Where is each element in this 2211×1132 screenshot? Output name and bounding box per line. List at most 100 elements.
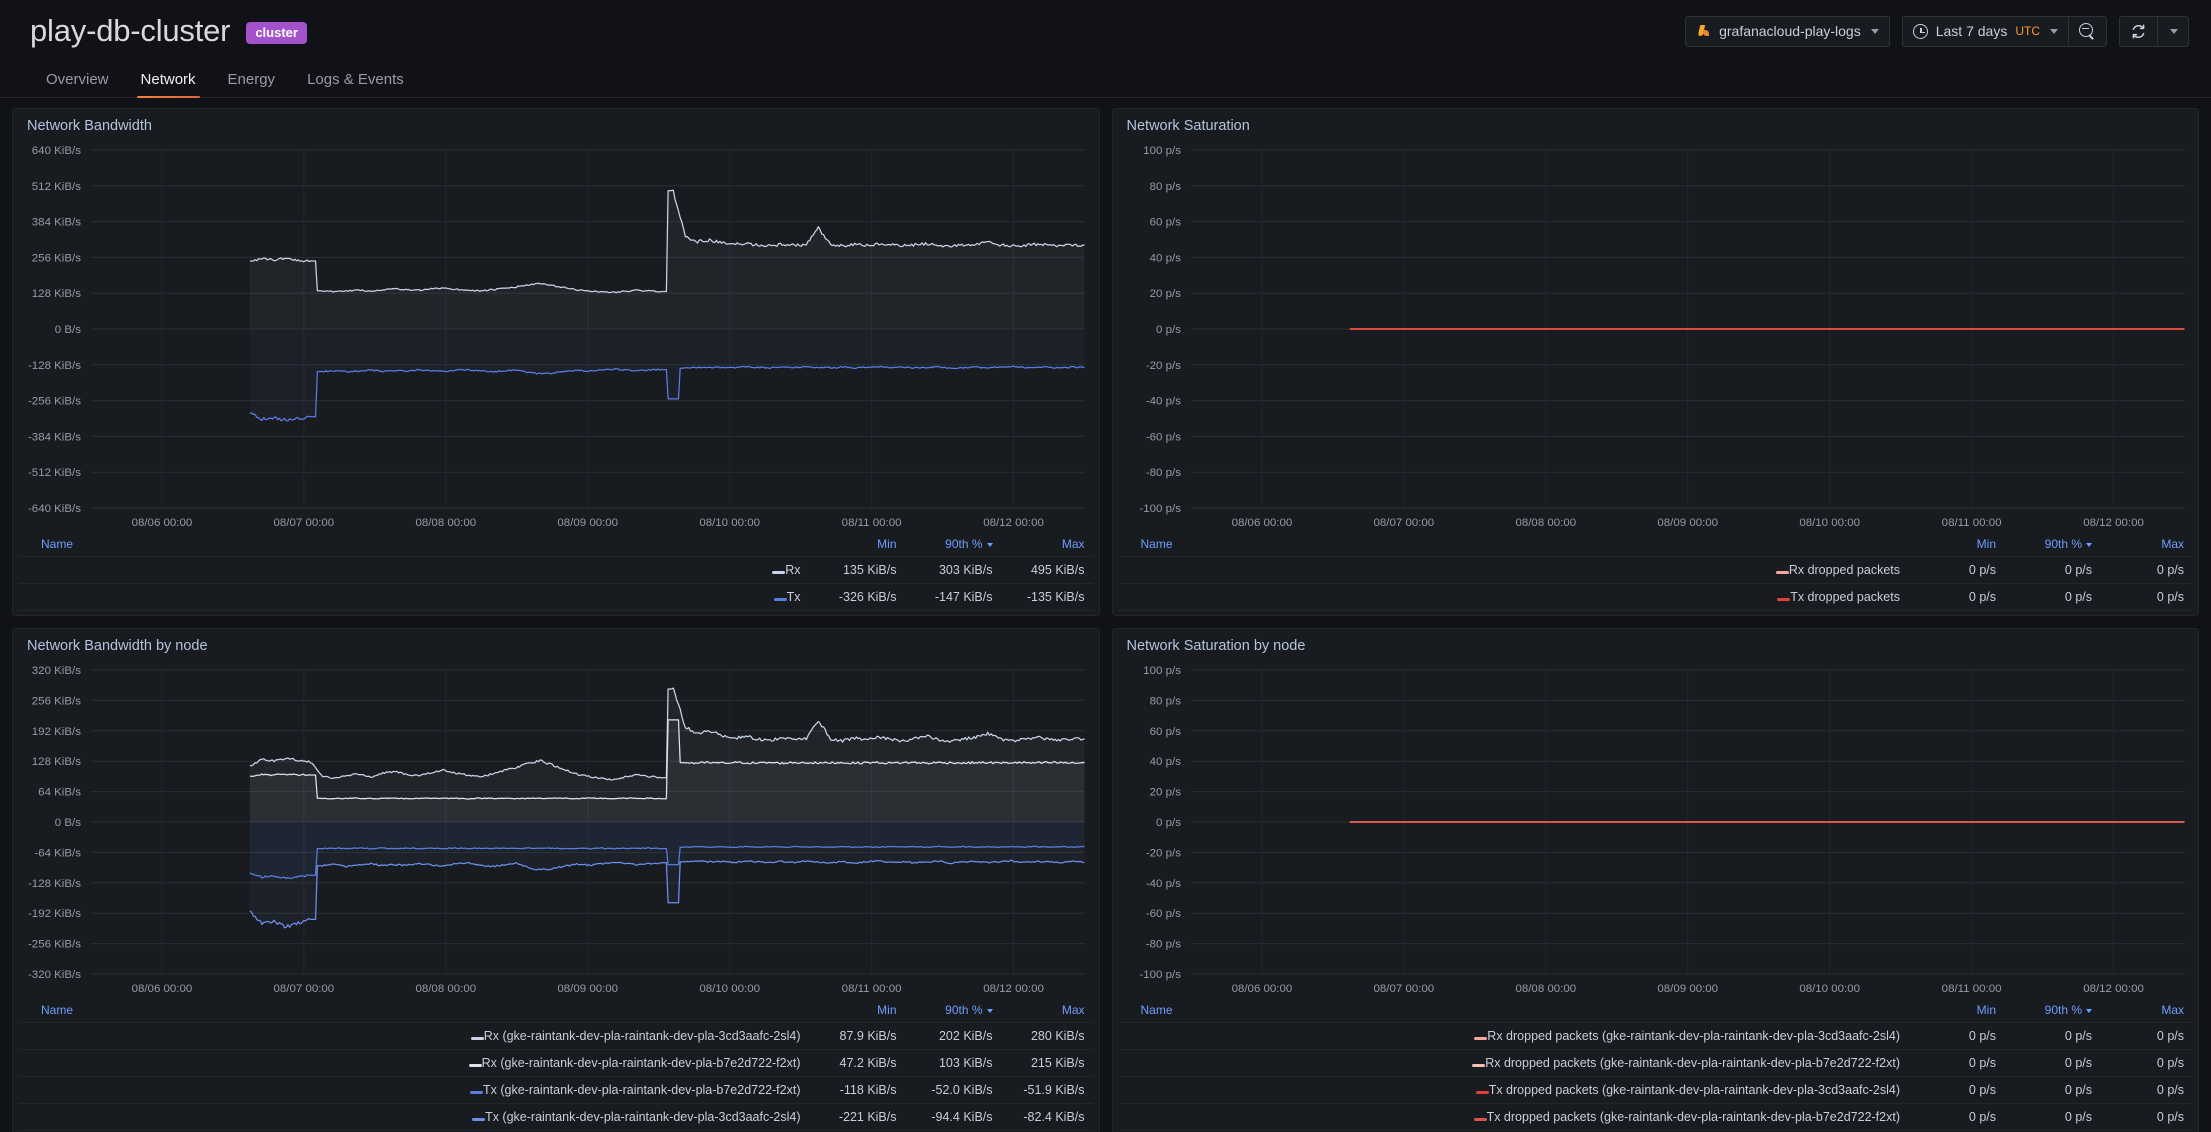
svg-text:-40 p/s: -40 p/s: [1145, 396, 1180, 408]
series-color-swatch: [1473, 1117, 1487, 1121]
chevron-down-icon: [2050, 28, 2058, 34]
svg-text:-128 KiB/s: -128 KiB/s: [28, 360, 81, 372]
svg-text:08/07 00:00: 08/07 00:00: [274, 517, 335, 529]
title-group: play-db-cluster cluster: [30, 13, 307, 49]
svg-text:60 p/s: 60 p/s: [1149, 217, 1181, 229]
legend-col-p90[interactable]: 90th %: [905, 534, 1001, 557]
legend-col-min[interactable]: Min: [877, 537, 897, 551]
chevron-down-icon: [2170, 28, 2178, 34]
legend-row[interactable]: Rx (gke-raintank-dev-pla-raintank-dev-pl…: [19, 1022, 1093, 1050]
series-color-swatch: [468, 1063, 482, 1067]
svg-text:100 p/s: 100 p/s: [1143, 145, 1181, 157]
chevron-down-icon: [1870, 28, 1879, 34]
series-min: 135 KiB/s: [808, 556, 905, 584]
refresh-interval-picker[interactable]: [2157, 16, 2188, 46]
svg-text:60 p/s: 60 p/s: [1149, 726, 1181, 738]
svg-text:0 B/s: 0 B/s: [55, 817, 81, 829]
svg-text:640 KiB/s: 640 KiB/s: [32, 145, 81, 157]
legend-row[interactable]: Tx (gke-raintank-dev-pla-raintank-dev-pl…: [19, 1103, 1093, 1131]
zoom-out-button[interactable]: [2068, 16, 2106, 46]
series-max: 0 p/s: [2100, 1103, 2192, 1131]
legend-col-max[interactable]: Max: [1061, 1003, 1085, 1017]
legend-col-min[interactable]: Min: [1976, 537, 1996, 551]
panel-title[interactable]: Network Bandwidth by node: [27, 638, 208, 654]
series-min: -221 KiB/s: [808, 1103, 905, 1131]
series-min: 87.9 KiB/s: [808, 1022, 905, 1050]
legend-col-max[interactable]: Max: [2161, 1003, 2184, 1017]
legend-col-max[interactable]: Max: [2161, 537, 2184, 551]
legend-row[interactable]: Rx dropped packets (gke-raintank-dev-pla…: [1118, 1049, 2192, 1077]
refresh-button[interactable]: [2120, 17, 2157, 46]
series-label: Tx dropped packets (gke-raintank-dev-pla…: [1486, 1110, 1900, 1124]
svg-text:08/12 00:00: 08/12 00:00: [983, 983, 1044, 995]
series-max: 495 KiB/s: [1000, 556, 1093, 584]
legend-row[interactable]: Rx dropped packets (gke-raintank-dev-pla…: [1118, 1022, 2192, 1050]
svg-text:08/10 00:00: 08/10 00:00: [1799, 517, 1860, 529]
legend-col-name[interactable]: Name: [41, 1003, 74, 1017]
series-max: 0 p/s: [2100, 556, 2192, 584]
svg-text:100 p/s: 100 p/s: [1143, 665, 1181, 677]
legend-row[interactable]: Tx (gke-raintank-dev-pla-raintank-dev-pl…: [19, 1076, 1093, 1104]
toolbar: grafanacloud-play-logs Last 7 days UTC: [1685, 15, 2189, 47]
svg-text:-384 KiB/s: -384 KiB/s: [28, 431, 81, 443]
series-color-swatch: [469, 1090, 483, 1094]
series-max: 0 p/s: [2100, 583, 2192, 611]
svg-text:-80 p/s: -80 p/s: [1145, 467, 1180, 479]
legend-col-name[interactable]: Name: [1140, 537, 1173, 551]
series-color-swatch: [773, 597, 787, 601]
panel-title[interactable]: Network Saturation by node: [1126, 638, 1306, 654]
legend-row[interactable]: Rx dropped packets 0 p/s 0 p/s 0 p/s: [1118, 556, 2192, 584]
svg-text:08/08 00:00: 08/08 00:00: [415, 517, 476, 529]
series-p90: 0 p/s: [2004, 556, 2100, 584]
svg-text:08/09 00:00: 08/09 00:00: [1657, 983, 1718, 995]
tab-network[interactable]: Network: [125, 71, 212, 98]
svg-text:-320 KiB/s: -320 KiB/s: [28, 969, 81, 981]
tab-bar: Overview Network Energy Logs & Events: [0, 62, 2211, 98]
status-badge: cluster: [246, 22, 307, 44]
legend-col-p90[interactable]: 90th %: [905, 1000, 1001, 1023]
legend-row[interactable]: Tx dropped packets 0 p/s 0 p/s 0 p/s: [1118, 583, 2192, 611]
svg-text:20 p/s: 20 p/s: [1149, 288, 1181, 300]
chart-network-bandwidth[interactable]: 640 KiB/s 512 KiB/s 384 KiB/s 256 KiB/s 128 …: [13, 138, 1099, 534]
tab-logs-events[interactable]: Logs & Events: [307, 71, 404, 88]
panel-title[interactable]: Network Bandwidth: [27, 118, 152, 134]
time-range-picker[interactable]: Last 7 days UTC: [1903, 17, 2068, 46]
legend-col-min[interactable]: Min: [1976, 1003, 1996, 1017]
chart-network-saturation-by-node[interactable]: 100 p/s 80 p/s 60 p/s 40 p/s 20 p/s 0 p/s -20 …: [1113, 658, 2199, 1000]
panel-title[interactable]: Network Saturation: [1126, 118, 1250, 134]
refresh-group: [2119, 15, 2189, 47]
datasource-icon: [1696, 24, 1711, 39]
svg-text:512 KiB/s: 512 KiB/s: [32, 181, 81, 193]
series-color-swatch: [1775, 570, 1789, 574]
svg-text:08/06 00:00: 08/06 00:00: [1231, 983, 1292, 995]
series-label: Tx (gke-raintank-dev-pla-raintank-dev-pl…: [485, 1110, 801, 1124]
legend-col-max[interactable]: Max: [1061, 537, 1085, 551]
svg-text:128 KiB/s: 128 KiB/s: [32, 288, 81, 300]
legend-row[interactable]: Tx -326 KiB/s -147 KiB/s -135 KiB/s: [19, 583, 1093, 611]
tab-energy[interactable]: Energy: [227, 71, 276, 88]
tab-overview[interactable]: Overview: [46, 71, 109, 88]
legend-col-min[interactable]: Min: [877, 1003, 897, 1017]
chart-network-bandwidth-by-node[interactable]: 320 KiB/s 256 KiB/s 192 KiB/s 128 KiB/s 64 K…: [13, 658, 1099, 1000]
series-label: Tx (gke-raintank-dev-pla-raintank-dev-pl…: [482, 1083, 801, 1097]
series-max: -82.4 KiB/s: [1000, 1103, 1093, 1131]
chart-network-saturation[interactable]: 100 p/s 80 p/s 60 p/s 40 p/s 20 p/s 0 p/s -20 …: [1113, 138, 2199, 534]
svg-text:80 p/s: 80 p/s: [1149, 181, 1181, 193]
clock-icon: [1912, 23, 1928, 39]
legend-row[interactable]: Rx 135 KiB/s 303 KiB/s 495 KiB/s: [19, 556, 1093, 584]
series-label: Rx dropped packets (gke-raintank-dev-pla…: [1485, 1056, 1900, 1070]
legend-col-name[interactable]: Name: [41, 537, 74, 551]
legend-col-name[interactable]: Name: [1140, 1003, 1173, 1017]
datasource-picker[interactable]: grafanacloud-play-logs: [1686, 17, 1889, 46]
svg-text:08/12 00:00: 08/12 00:00: [2083, 983, 2144, 995]
legend-row[interactable]: Tx dropped packets (gke-raintank-dev-pla…: [1118, 1103, 2192, 1131]
series-color-swatch: [1475, 1090, 1489, 1094]
legend-col-p90[interactable]: 90th %: [2004, 534, 2100, 557]
svg-text:256 KiB/s: 256 KiB/s: [32, 695, 81, 707]
series-color-swatch: [472, 1117, 486, 1121]
legend-col-p90[interactable]: 90th %: [2004, 1000, 2100, 1023]
legend-row[interactable]: Tx dropped packets (gke-raintank-dev-pla…: [1118, 1076, 2192, 1104]
svg-text:-100 p/s: -100 p/s: [1139, 969, 1181, 981]
svg-text:08/10 00:00: 08/10 00:00: [699, 983, 760, 995]
legend-row[interactable]: Rx (gke-raintank-dev-pla-raintank-dev-pl…: [19, 1049, 1093, 1077]
